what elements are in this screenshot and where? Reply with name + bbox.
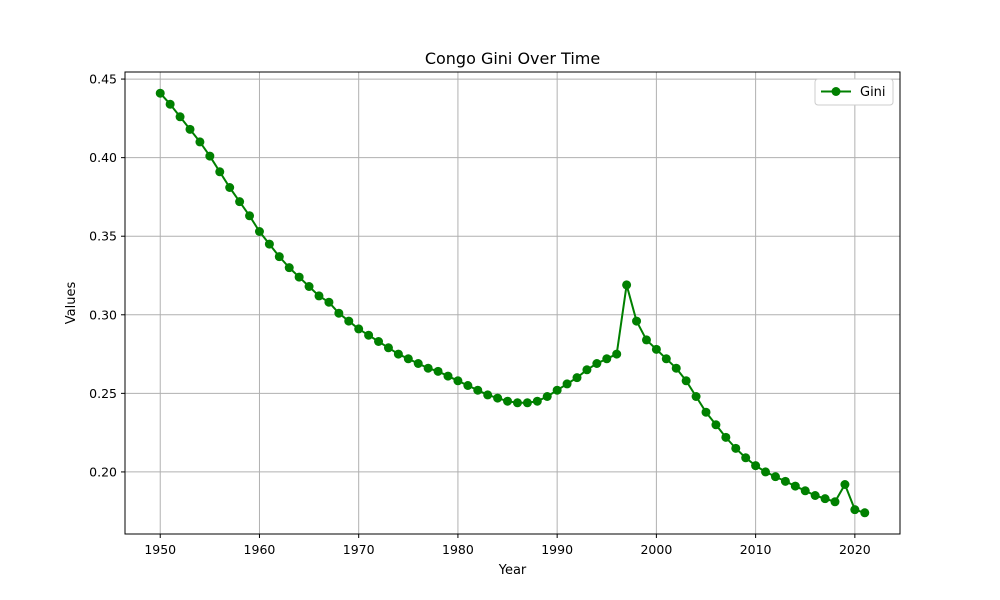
data-point <box>483 390 493 400</box>
chart-title: Congo Gini Over Time <box>425 49 600 68</box>
data-point <box>264 239 274 249</box>
data-point <box>185 124 195 134</box>
data-point <box>622 280 632 290</box>
x-tick-label: 1970 <box>343 542 375 557</box>
data-point <box>562 379 572 389</box>
data-point <box>274 252 284 262</box>
x-axis-label: Year <box>498 563 527 578</box>
x-tick-label: 1990 <box>541 542 573 557</box>
legend-box <box>814 78 894 106</box>
data-point <box>324 297 334 307</box>
legend-marker-swatch <box>831 87 841 96</box>
data-point <box>840 480 850 489</box>
data-point <box>503 396 513 406</box>
data-point <box>641 335 651 345</box>
data-point <box>810 491 820 500</box>
data-point <box>790 481 800 491</box>
data-point <box>661 354 671 364</box>
data-point <box>403 354 413 364</box>
data-point <box>423 363 433 373</box>
data-point <box>225 183 235 192</box>
data-point <box>572 373 582 383</box>
data-point <box>215 167 225 177</box>
data-point <box>493 393 503 403</box>
data-point <box>235 197 245 207</box>
data-point <box>294 272 304 282</box>
data-point <box>552 385 562 395</box>
data-point <box>453 376 463 386</box>
data-point <box>721 432 731 442</box>
data-point <box>612 349 622 359</box>
data-point <box>592 359 602 368</box>
data-point <box>820 494 830 504</box>
data-point <box>374 337 384 346</box>
data-point <box>632 316 642 326</box>
series-gini <box>155 88 870 518</box>
data-point <box>542 392 552 401</box>
data-point <box>314 291 324 301</box>
data-point <box>701 407 711 417</box>
x-tick-label: 2000 <box>640 542 672 557</box>
data-point <box>830 497 840 507</box>
data-point <box>284 263 294 273</box>
data-point <box>522 398 532 408</box>
data-point <box>761 467 771 477</box>
data-point <box>532 396 542 406</box>
y-tick-label: 0.30 <box>89 307 117 322</box>
data-point <box>780 476 790 486</box>
y-tick-label: 0.40 <box>89 150 117 165</box>
data-point <box>473 385 483 395</box>
x-tick-label: 1980 <box>442 542 474 557</box>
data-point <box>671 363 681 373</box>
data-point <box>254 227 264 236</box>
data-point <box>463 381 473 390</box>
data-point <box>413 359 423 368</box>
data-point <box>175 112 185 122</box>
data-point <box>582 365 592 375</box>
data-point <box>195 137 205 147</box>
x-tick-label: 1960 <box>244 542 276 557</box>
data-point <box>433 366 443 376</box>
data-point <box>304 282 314 291</box>
y-tick-label: 0.25 <box>89 386 117 401</box>
data-point <box>205 151 215 161</box>
x-tick-label: 2010 <box>740 542 772 557</box>
y-tick-label: 0.45 <box>89 72 117 87</box>
data-point <box>383 343 393 353</box>
data-point <box>770 472 780 482</box>
data-point <box>364 330 374 340</box>
data-point <box>165 99 175 109</box>
data-point <box>602 354 612 364</box>
legend-label-gini: Gini <box>860 85 886 100</box>
y-axis: 0.20 0.25 0.30 0.35 0.40 0.45 <box>89 72 125 479</box>
data-point <box>344 316 354 326</box>
plot-frame <box>124 71 901 535</box>
data-point <box>751 461 761 471</box>
data-point <box>155 88 165 98</box>
grid <box>125 72 900 534</box>
y-tick-label: 0.20 <box>89 464 117 479</box>
data-point <box>443 371 453 381</box>
data-point <box>711 420 721 430</box>
data-point <box>512 398 522 408</box>
data-point <box>860 508 870 518</box>
data-point <box>681 376 691 386</box>
data-point <box>741 453 751 463</box>
x-tick-label: 2020 <box>839 542 871 557</box>
y-axis-label: Values <box>64 282 79 325</box>
data-point <box>691 392 701 401</box>
y-tick-label: 0.35 <box>89 229 117 244</box>
data-point <box>651 344 661 354</box>
x-tick-label: 1950 <box>144 542 176 557</box>
data-point <box>800 486 810 496</box>
data-point <box>245 211 255 221</box>
x-axis: 1950 1960 1970 1980 1990 2000 2010 2020 <box>144 534 871 557</box>
legend: Gini <box>814 78 894 106</box>
data-point <box>354 324 364 334</box>
data-point <box>731 443 741 453</box>
data-point <box>850 505 860 515</box>
data-point <box>393 349 403 359</box>
data-point <box>334 308 344 318</box>
